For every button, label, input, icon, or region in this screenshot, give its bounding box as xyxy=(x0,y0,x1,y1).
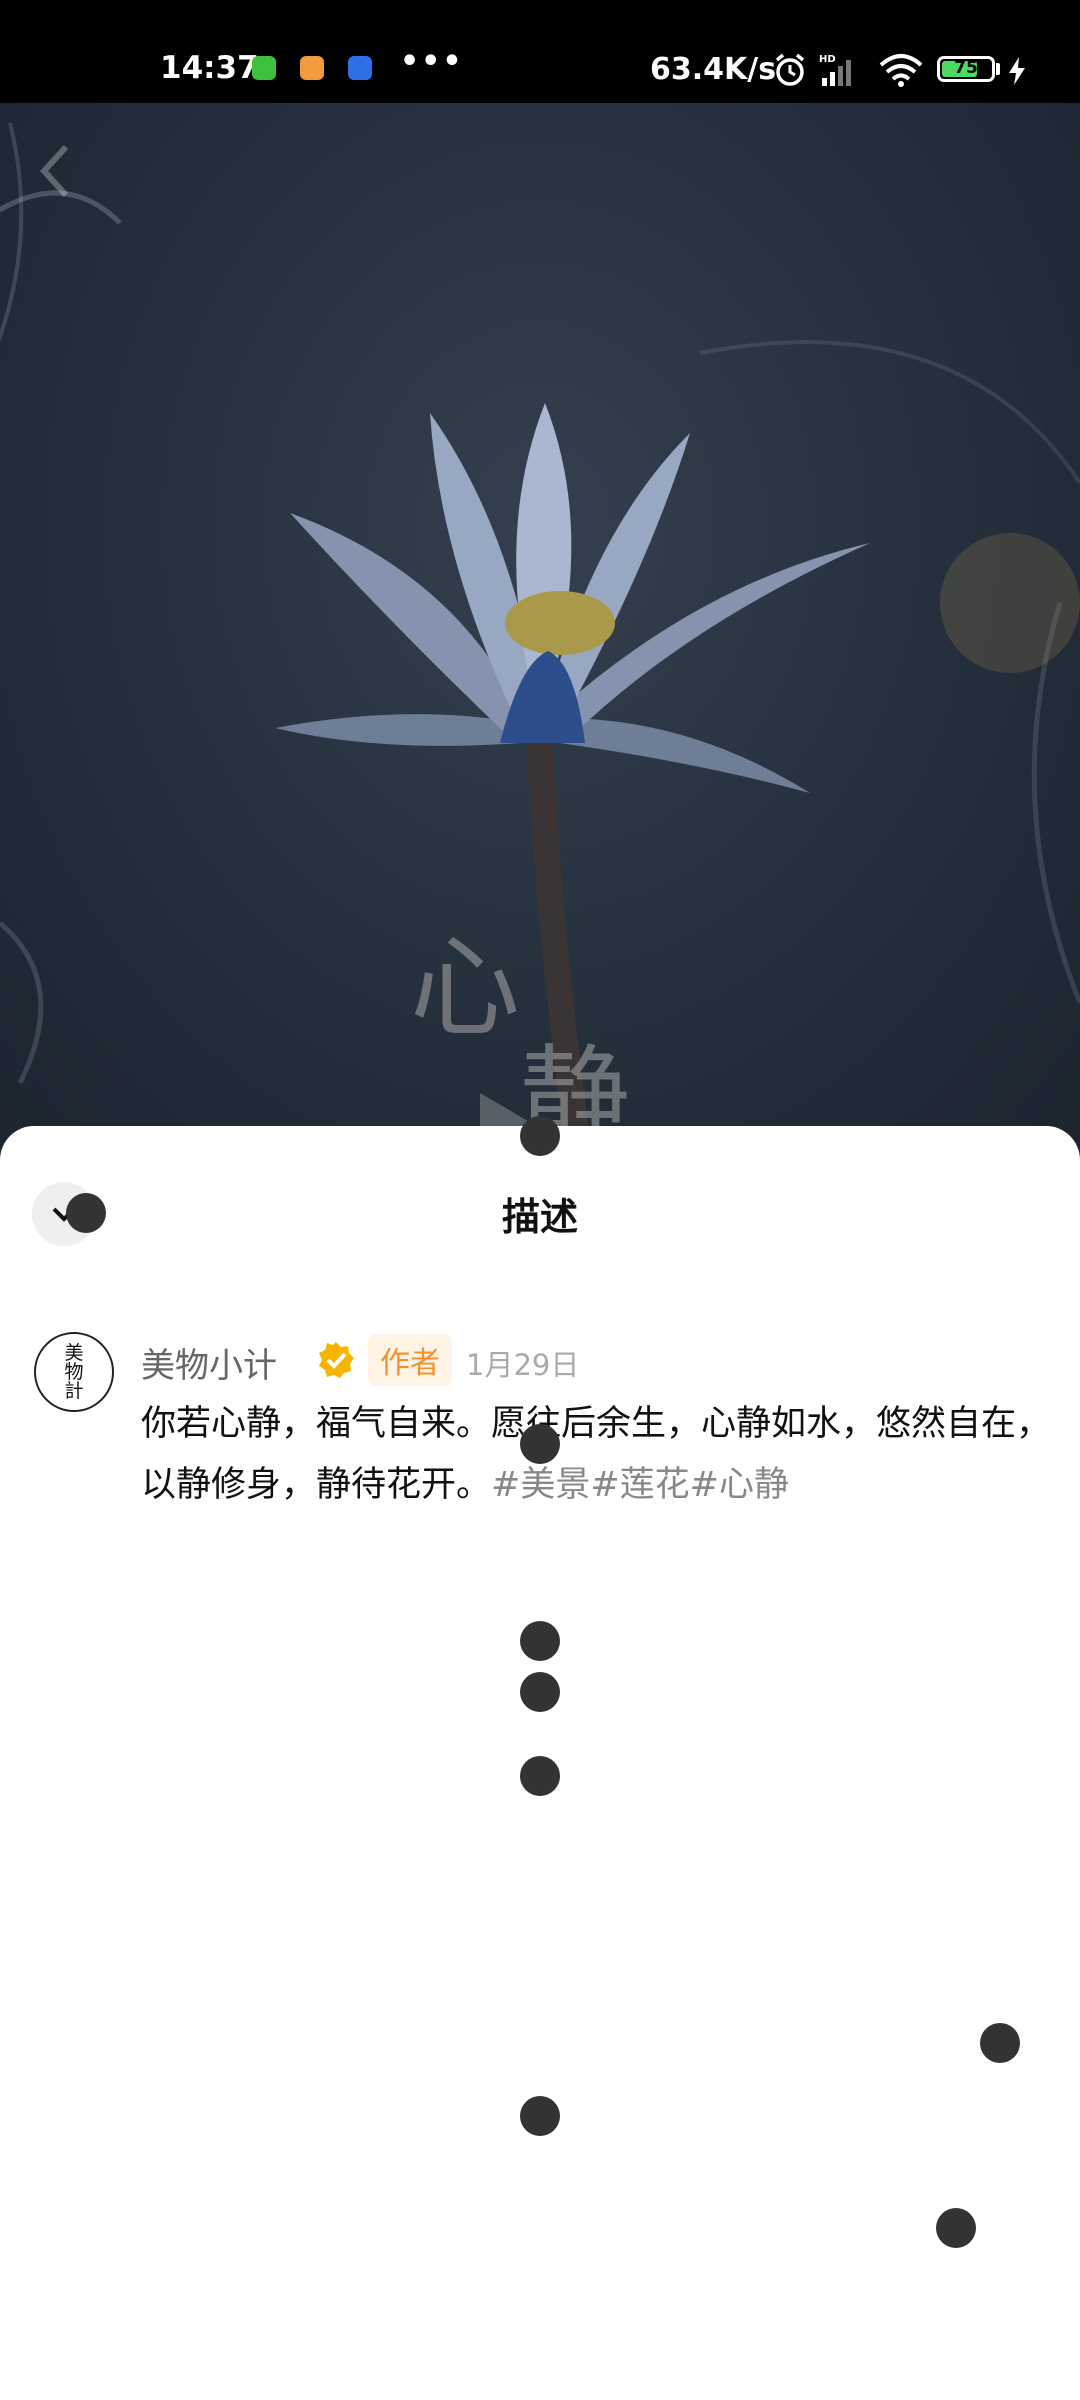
baidu-icon xyxy=(348,56,372,80)
notification-overflow-icon: ••• xyxy=(400,44,464,79)
overlay-text-line1: 心 xyxy=(410,924,520,1052)
touch-indicator xyxy=(520,1756,560,1796)
hashtag-link[interactable]: #莲花 xyxy=(590,1465,690,1505)
battery-fill xyxy=(942,61,977,77)
verified-badge-icon xyxy=(319,1342,354,1378)
sheet-title: 描述 xyxy=(501,1195,578,1239)
wechat-icon xyxy=(252,56,276,80)
author-tag: 作者 xyxy=(368,1334,452,1386)
alarm-icon xyxy=(775,53,805,86)
post-date: 1月29日 xyxy=(466,1348,580,1382)
back-arrow-icon[interactable] xyxy=(36,141,72,201)
video-player[interactable]: 心 静 xyxy=(0,103,1080,1163)
description-text: 你若心静，福气自来。愿往后余生，心静如水，悠然自在，以静修身，静待花开。#美景#… xyxy=(141,1394,1051,1516)
touch-indicator xyxy=(936,2208,976,2248)
touch-indicator xyxy=(520,1621,560,1661)
charging-icon xyxy=(1009,57,1025,85)
author-avatar-logo: 美物計 xyxy=(64,1341,84,1402)
touch-indicator xyxy=(520,1424,560,1464)
touch-indicator xyxy=(520,1116,560,1156)
game-app-icon xyxy=(300,56,324,80)
author-name[interactable]: 美物小计 xyxy=(141,1346,277,1386)
touch-indicator xyxy=(980,2023,1020,2063)
hashtag-link[interactable]: #美景 xyxy=(491,1465,591,1505)
battery-nub xyxy=(996,63,1000,75)
status-time: 14:37 xyxy=(160,50,259,86)
description-body: 你若心静，福气自来。愿往后余生，心静如水，悠然自在，以静修身，静待花开。 xyxy=(141,1404,1052,1505)
status-bar: 14:37 ••• 63.4K/s HD 75 xyxy=(0,0,1080,103)
hashtag-link[interactable]: #心静 xyxy=(689,1465,789,1505)
network-speed: 63.4K/s xyxy=(650,52,777,87)
touch-indicator xyxy=(66,1193,106,1233)
lotus-flower-image xyxy=(275,403,870,1163)
wifi-icon xyxy=(879,54,923,87)
water-ripple-decoration xyxy=(0,122,1080,1085)
signal-icon: HD xyxy=(819,54,851,86)
battery-icon: 75 xyxy=(937,56,995,82)
author-avatar[interactable]: 美物計 xyxy=(34,1332,114,1412)
touch-indicator xyxy=(520,1672,560,1712)
battery-level: 75 xyxy=(954,58,978,78)
svg-text:HD: HD xyxy=(819,54,836,65)
touch-indicator xyxy=(520,2096,560,2136)
